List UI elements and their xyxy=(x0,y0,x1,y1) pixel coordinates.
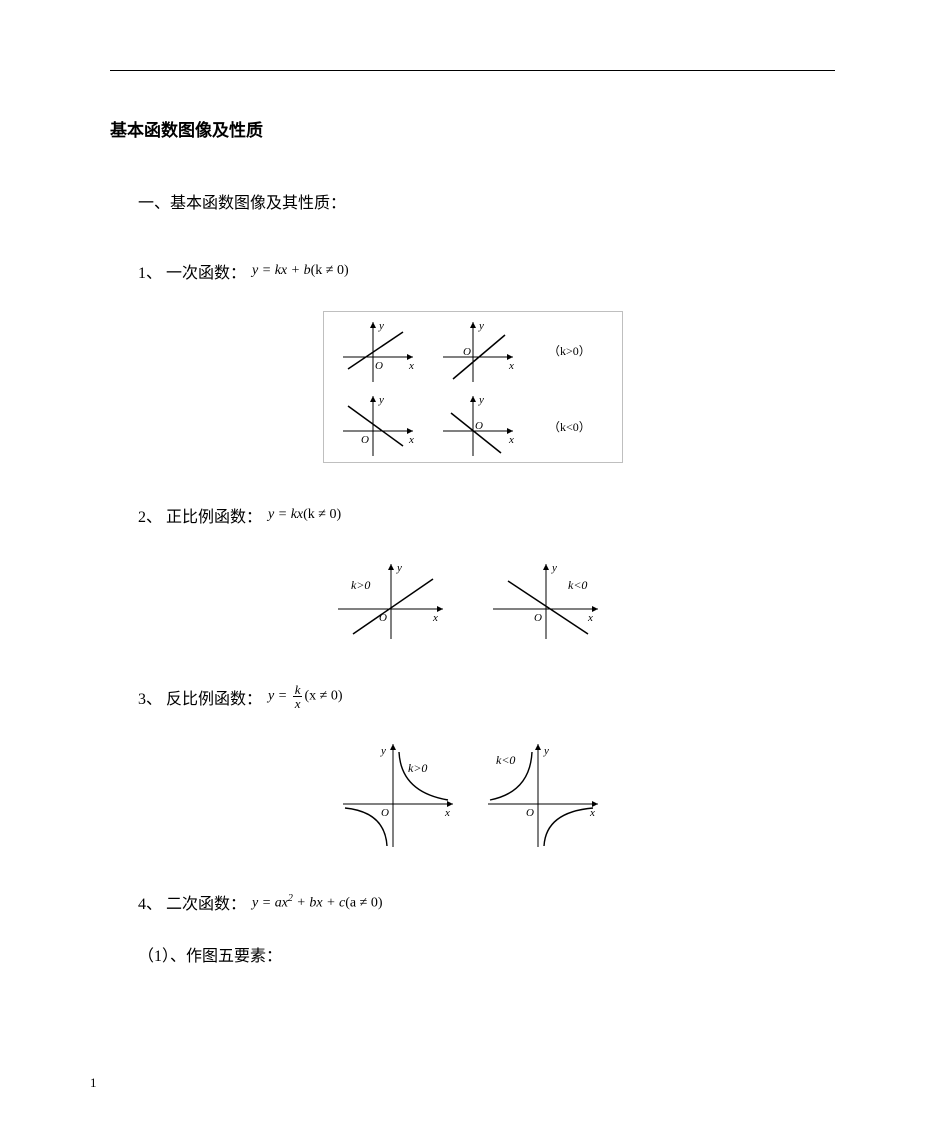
item-linear-function: 1、 一次函数： y = kx + b(k ≠ 0) xyxy=(138,259,835,283)
eq-sign: = xyxy=(258,895,274,910)
y-label: y xyxy=(378,320,384,332)
item-number: 4、 xyxy=(138,890,162,914)
item-number: 1、 xyxy=(138,259,162,283)
origin-label: O xyxy=(361,434,369,446)
item-quadratic-function: 4、 二次函数： y = ax2 + bx + c(a ≠ 0) xyxy=(138,890,835,914)
y-label: y xyxy=(543,745,549,757)
plus-sign: + xyxy=(293,895,309,910)
figure-proportional: k>0 O x y k<0 O x y xyxy=(110,555,835,643)
sub-item: （1）、作图五要素： xyxy=(138,942,835,966)
cond: (k ≠ 0) xyxy=(303,507,341,522)
formula-proportional: y = kx(k ≠ 0) xyxy=(268,507,341,523)
y-label: y xyxy=(378,394,384,406)
origin-label: O xyxy=(379,612,387,624)
k-pos-label: k>0 xyxy=(351,578,370,592)
x-label: x xyxy=(589,807,595,819)
y-label: y xyxy=(478,394,484,406)
figure-inverse: k>0 O x y k<0 O x y xyxy=(110,738,835,850)
inverse-graphs-svg: k>0 O x y k<0 O x y xyxy=(318,738,628,850)
item-label: 二次函数： xyxy=(166,890,246,914)
x-label: x xyxy=(587,612,593,624)
var-b: b xyxy=(304,263,311,278)
cond: (k ≠ 0) xyxy=(311,263,349,278)
item-label: 反比例函数： xyxy=(166,685,262,709)
item-proportional-function: 2、 正比例函数： y = kx(k ≠ 0) xyxy=(138,503,835,527)
row2-label: （k<0） xyxy=(548,420,591,434)
linear-graphs-svg: O x y O x y （k>0） xyxy=(323,311,623,463)
row1-label: （k>0） xyxy=(548,344,591,358)
var-kx: kx xyxy=(275,263,287,278)
proportional-graphs-svg: k>0 O x y k<0 O x y xyxy=(313,555,633,643)
item-label: 正比例函数： xyxy=(166,503,262,527)
page-number: 1 xyxy=(90,1075,97,1091)
formula-linear: y = kx + b(k ≠ 0) xyxy=(252,263,349,279)
origin-label: O xyxy=(381,807,389,819)
origin-label: O xyxy=(475,420,483,432)
var-kx: kx xyxy=(291,507,303,522)
y-label: y xyxy=(551,562,557,574)
cond: (x ≠ 0) xyxy=(304,689,342,704)
plus-sign: + xyxy=(323,895,339,910)
origin-label: O xyxy=(526,807,534,819)
x-label: x xyxy=(408,434,414,446)
origin-label: O xyxy=(534,612,542,624)
k-pos-label: k>0 xyxy=(408,761,427,775)
eq-sign: = xyxy=(274,507,290,522)
k-neg-label: k<0 xyxy=(496,753,515,767)
item-number: 3、 xyxy=(138,685,162,709)
k-neg-label: k<0 xyxy=(568,578,587,592)
page-container: 基本函数图像及性质 一、基本函数图像及其性质： 1、 一次函数： y = kx … xyxy=(0,0,945,1123)
x-label: x xyxy=(508,434,514,446)
eq-sign: = xyxy=(258,263,274,278)
item-label: 一次函数： xyxy=(166,259,246,283)
var-bx: bx xyxy=(309,895,322,910)
y-label: y xyxy=(478,320,484,332)
item-inverse-function: 3、 反比例函数： y = kx(x ≠ 0) xyxy=(138,683,835,710)
var-ax: ax xyxy=(275,895,288,910)
formula-quadratic: y = ax2 + bx + c(a ≠ 0) xyxy=(252,893,382,912)
frac-bot: x xyxy=(293,697,303,710)
page-title: 基本函数图像及性质 xyxy=(110,116,835,141)
x-label: x xyxy=(508,360,514,372)
item-number: 2、 xyxy=(138,503,162,527)
x-label: x xyxy=(408,360,414,372)
frac-top: k xyxy=(293,683,303,697)
x-label: x xyxy=(444,807,450,819)
y-label: y xyxy=(396,562,402,574)
formula-inverse: y = kx(x ≠ 0) xyxy=(268,683,342,710)
origin-label: O xyxy=(375,360,383,372)
figure-linear: O x y O x y （k>0） xyxy=(110,311,835,463)
fraction: kx xyxy=(293,683,303,710)
eq-sign: = xyxy=(274,689,290,704)
horizontal-rule xyxy=(110,70,835,71)
x-label: x xyxy=(432,612,438,624)
cond: (a ≠ 0) xyxy=(345,895,382,910)
section-heading: 一、基本函数图像及其性质： xyxy=(138,189,835,213)
plus-sign: + xyxy=(287,263,303,278)
y-label: y xyxy=(380,745,386,757)
origin-label: O xyxy=(463,346,471,358)
